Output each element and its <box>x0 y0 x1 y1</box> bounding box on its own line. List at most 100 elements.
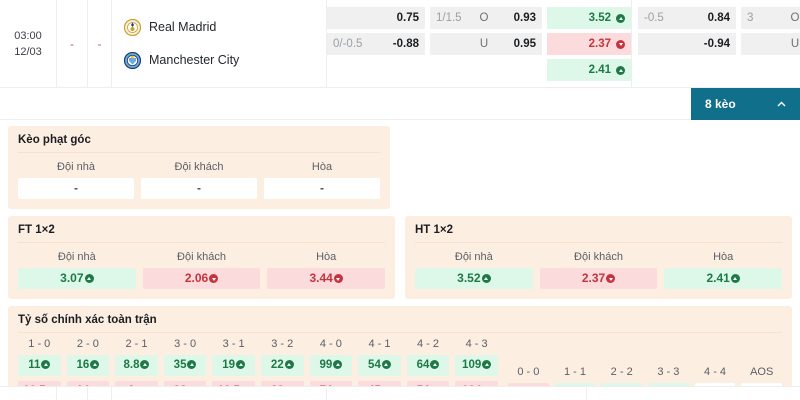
ft-1x2-row: Đội nhà 3.07 Đội khách 2.06 Hòa 3.44 <box>18 249 386 289</box>
ft-1x2-home-value: 3.52 <box>588 12 611 24</box>
ht-ah-line-1: -0.5 <box>644 12 664 24</box>
teams-cell[interactable]: Real Madrid Manchester City <box>112 0 327 87</box>
ht-panel-draw-cell[interactable]: Hòa 2.41 <box>664 249 783 289</box>
chevron-up-icon <box>776 99 787 110</box>
correct-score-home-odd[interactable]: 19 <box>212 355 255 376</box>
corner-draw-cell[interactable]: Hòa - <box>264 159 380 199</box>
ft-1x2-draw-value: 2.41 <box>588 64 611 76</box>
ft-ou-column: 1/1.5 O 0.93 U 0.95 <box>430 7 542 87</box>
keo-count-toggle-button[interactable]: 8 kèo <box>691 88 800 120</box>
correct-score-home-odd[interactable]: 8.8 <box>115 355 158 376</box>
ht-ah-row-3 <box>638 59 736 81</box>
manchester-city-crest-icon <box>124 51 141 69</box>
corner-away-value: - <box>141 178 257 199</box>
ft-ah-row-2[interactable]: 0/-0.5 -0.88 <box>327 33 425 55</box>
home-team-name: Real Madrid <box>149 20 217 34</box>
away-team-name: Manchester City <box>149 53 240 67</box>
ft-ou-row-1[interactable]: 1/1.5 O 0.93 <box>430 7 542 29</box>
ft-panel-draw-cell[interactable]: Hòa 3.44 <box>267 249 386 289</box>
next-row-score-cell <box>57 387 88 400</box>
ft-1x2-away[interactable]: 2.37 <box>547 33 631 55</box>
ft-1x2-home[interactable]: 3.52 <box>547 7 631 29</box>
ft-ht-panels: FT 1×2 Đội nhà 3.07 Đội khách 2.06 Hòa 3… <box>8 216 792 306</box>
ft-panel-home-label: Đội nhà <box>57 251 96 263</box>
ht-panel-away-cell[interactable]: Đội khách 2.37 <box>539 249 658 289</box>
ht-ou-row-1[interactable]: 3 O 1 <box>741 7 800 29</box>
ft-panel-home-cell[interactable]: Đội nhà 3.07 <box>18 249 136 289</box>
arrow-up-icon <box>84 274 94 283</box>
arrow-up-icon <box>90 360 100 369</box>
correct-score-draw-label: 3 - 3 <box>657 366 680 378</box>
next-row-ft-cell <box>327 387 587 400</box>
correct-score-label: 2 - 1 <box>125 338 148 350</box>
ft-ah-row-3 <box>327 59 425 81</box>
real-madrid-crest-icon <box>124 18 141 36</box>
home-team[interactable]: Real Madrid <box>124 18 326 36</box>
ft-ah-odd-2: -0.88 <box>392 38 419 50</box>
correct-score-draw-label: 2 - 2 <box>610 366 633 378</box>
score-home: - <box>70 36 74 51</box>
ht-ah-odd-2: -0.94 <box>703 38 730 50</box>
ht-ah-row-2[interactable]: -0.94 <box>638 33 736 55</box>
ht-odds-group: -0.5 0.84 -0.94 3 O 1 <box>632 0 800 87</box>
arrow-up-icon <box>187 360 197 369</box>
corner-draw-label: Hòa <box>311 161 333 173</box>
next-match-row[interactable] <box>0 386 800 400</box>
arrow-down-icon <box>209 274 219 283</box>
keo-count-label: 8 kèo <box>705 97 736 111</box>
keo-toggle-bar: 8 kèo <box>0 88 800 120</box>
ht-panel-home-cell[interactable]: Đội nhà 3.52 <box>415 249 533 289</box>
corner-home-cell[interactable]: Đội nhà - <box>18 159 134 199</box>
ht-ou-row-2[interactable]: U 0.88 <box>741 33 800 55</box>
next-row-score2-cell <box>88 387 112 400</box>
ht-ou-row-3 <box>741 59 800 81</box>
ht-panel-title: HT 1×2 <box>415 224 782 243</box>
ft-ou-tag-1: O <box>479 12 489 24</box>
arrow-up-icon <box>236 360 246 369</box>
ht-1x2-panel: HT 1×2 Đội nhà 3.52 Đội khách 2.37 Hòa 2… <box>405 216 792 299</box>
correct-score-label: 4 - 3 <box>465 338 488 350</box>
ft-ah-row-1[interactable]: 0.75 <box>327 7 425 29</box>
ft-panel-away-cell[interactable]: Đội khách 2.06 <box>142 249 261 289</box>
correct-score-home-odd[interactable]: 64 <box>406 355 450 376</box>
ft-ah-odd-1: 0.75 <box>396 12 419 24</box>
ht-ah-column: -0.5 0.84 -0.94 <box>638 7 736 87</box>
correct-score-draw-label: AOS <box>750 366 774 378</box>
corner-away-cell[interactable]: Đội khách - <box>141 159 257 199</box>
correct-score-home-odd[interactable]: 11 <box>18 355 61 376</box>
correct-score-home-odd[interactable]: 35 <box>163 355 207 376</box>
arrow-down-icon <box>606 274 616 283</box>
match-time-cell: 03:00 12/03 <box>0 0 57 87</box>
correct-score-home-odd[interactable]: 54 <box>358 355 401 376</box>
correct-score-label: 1 - 0 <box>28 338 51 350</box>
corner-odds-panel: Kèo phạt góc Đội nhà - Đội khách - Hòa - <box>8 126 390 209</box>
arrow-up-icon <box>140 360 150 369</box>
match-row[interactable]: 03:00 12/03 - - Real Madrid <box>0 0 800 88</box>
corner-odds-row: Đội nhà - Đội khách - Hòa - <box>18 159 380 199</box>
corner-home-label: Đội nhà <box>57 161 95 173</box>
correct-score-draw-label: 1 - 1 <box>564 366 587 378</box>
arrow-up-icon <box>430 360 440 369</box>
correct-score-home-odd[interactable]: 22 <box>260 355 304 376</box>
correct-score-home-odd[interactable]: 16 <box>66 355 110 376</box>
correct-score-label: 3 - 1 <box>222 338 245 350</box>
arrow-down-icon <box>333 274 343 283</box>
away-team[interactable]: Manchester City <box>124 51 326 69</box>
ht-ah-row-1[interactable]: -0.5 0.84 <box>638 7 736 29</box>
ft-panel-title: FT 1×2 <box>18 224 385 243</box>
score-home-cell: - <box>57 0 88 87</box>
correct-score-home-odd[interactable]: 109 <box>455 355 498 376</box>
ft-1x2-panel: FT 1×2 Đội nhà 3.07 Đội khách 2.06 Hòa 3… <box>8 216 395 299</box>
ht-ou-tag-1: O <box>790 12 800 24</box>
arrow-up-icon <box>730 274 740 283</box>
correct-score-home-odd[interactable]: 99 <box>309 355 353 376</box>
ft-ou-row-2[interactable]: U 0.95 <box>430 33 542 55</box>
score-away: - <box>97 36 102 51</box>
ht-panel-home-label: Đội nhà <box>454 251 493 263</box>
ft-panel-away-value: 2.06 <box>142 268 261 289</box>
next-row-time-cell <box>0 387 57 400</box>
ft-1x2-draw[interactable]: 2.41 <box>547 59 631 81</box>
next-row-teams-cell <box>112 387 327 400</box>
ft-ah-column: 0.75 0/-0.5 -0.88 <box>327 7 425 87</box>
